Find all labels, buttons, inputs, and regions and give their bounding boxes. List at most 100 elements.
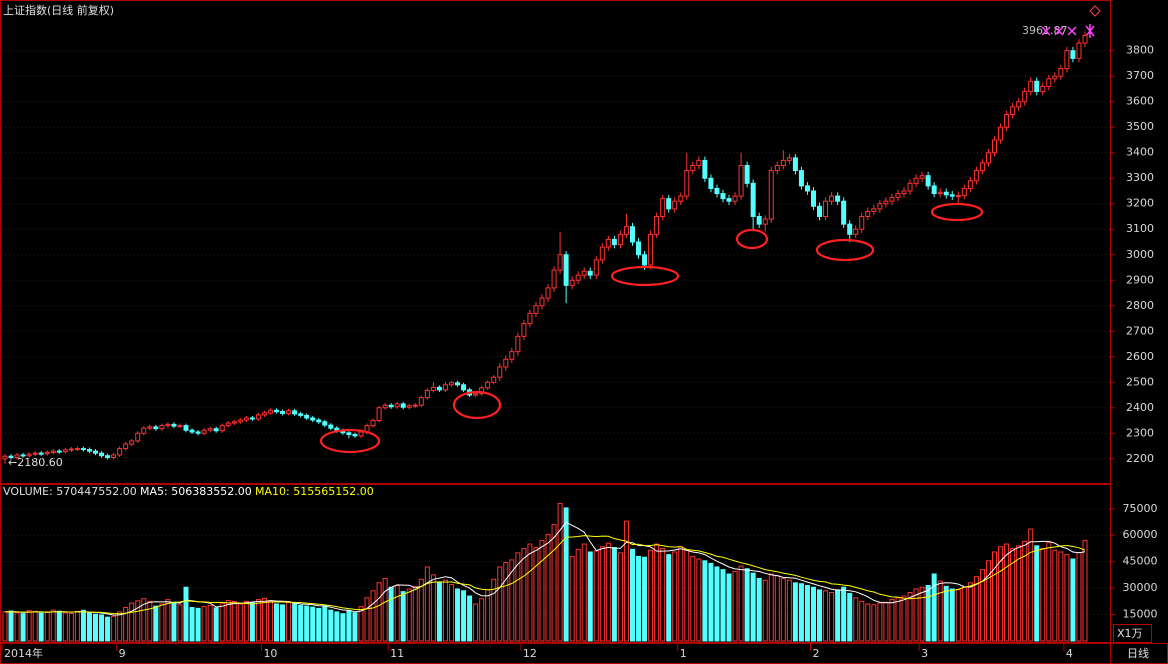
volume-bar: [925, 584, 931, 642]
volume-bar: [569, 555, 575, 642]
volume-bar: [798, 583, 804, 642]
candle-body: [479, 387, 485, 395]
candle-body: [304, 414, 310, 419]
volume-bar: [587, 551, 593, 642]
volume-bar: [907, 592, 913, 642]
x-tick-label: 4: [1066, 647, 1073, 660]
candle-body: [213, 428, 219, 432]
candle-body: [696, 159, 702, 166]
candle-body: [105, 455, 111, 458]
candle-body: [774, 164, 780, 172]
candle-body: [147, 426, 153, 429]
volume-bar: [195, 607, 201, 642]
y-tick-label: 3600: [1126, 95, 1154, 108]
volume-bar: [159, 603, 165, 642]
candle-body: [189, 429, 195, 433]
candle-body: [165, 423, 171, 427]
volume-bar: [32, 610, 38, 642]
volume-bar: [823, 590, 829, 642]
y-tick-label: 30000: [1123, 581, 1158, 594]
volume-bar: [563, 507, 569, 642]
candle-body: [901, 190, 907, 195]
volume-bar: [255, 599, 261, 642]
candle-body: [50, 450, 56, 453]
legend-ma5: MA5: 506383552.00: [140, 485, 252, 498]
volume-bar: [979, 569, 985, 642]
candle-body: [629, 226, 635, 243]
volume-bar: [153, 605, 159, 642]
candle-body: [358, 431, 364, 437]
volume-bar: [919, 586, 925, 642]
volume-bar: [726, 573, 732, 642]
volume-bar: [581, 543, 587, 642]
volume-bar: [871, 604, 877, 642]
candle-body: [473, 393, 479, 396]
volume-bar: [86, 611, 92, 642]
volume-bar: [672, 551, 678, 642]
volume-bar: [515, 552, 521, 642]
volume-bar: [274, 603, 280, 642]
candle-body: [280, 411, 286, 414]
candle-body: [654, 215, 660, 235]
candle-body: [346, 432, 352, 436]
y-tick-label: 3800: [1126, 44, 1154, 57]
candle-body: [859, 215, 865, 230]
volume-bar: [8, 610, 14, 642]
volume-bar: [147, 600, 153, 642]
candle-body: [702, 159, 708, 179]
candle-body: [93, 450, 99, 454]
volume-bar: [68, 613, 74, 642]
volume-bar: [249, 602, 255, 642]
volume-bar: [617, 552, 623, 642]
candle-body: [382, 404, 388, 409]
candle-body: [261, 412, 267, 416]
candle-body: [786, 157, 792, 161]
volume-bar: [660, 547, 666, 642]
candle-body: [726, 198, 732, 202]
volume-bar: [346, 610, 352, 642]
candle-body: [56, 450, 62, 453]
candle-body: [931, 185, 937, 195]
candle-body: [20, 454, 26, 457]
candle-body: [1022, 91, 1028, 103]
candle-body: [99, 452, 105, 457]
candle-body: [780, 159, 786, 166]
candle-body: [998, 126, 1004, 141]
y-tick-label: 15000: [1123, 608, 1158, 621]
candle-body: [14, 454, 20, 458]
candle-body: [660, 198, 666, 217]
candle-body: [243, 417, 249, 421]
volume-bar: [123, 607, 129, 642]
volume-bar: [461, 590, 467, 642]
volume-bar: [666, 554, 672, 642]
volume-bar: [943, 585, 949, 642]
candle-body: [937, 191, 943, 195]
candle-body: [714, 187, 720, 195]
candle-body: [690, 164, 696, 172]
candle-body: [129, 440, 135, 445]
candle-body: [756, 215, 762, 225]
x-tick-label: 1: [680, 647, 687, 660]
volume-bar: [756, 577, 762, 642]
volume-bar: [696, 558, 702, 642]
candle-body: [973, 170, 979, 182]
candle-body: [744, 164, 750, 184]
candle-body: [394, 403, 400, 408]
volume-bar: [937, 580, 943, 642]
volume-bar: [388, 586, 394, 642]
candle-body: [255, 414, 261, 420]
candle-body: [804, 185, 810, 192]
volume-bar: [533, 547, 539, 642]
volume-bar: [605, 542, 611, 642]
volume-bar: [141, 598, 147, 642]
candle-body: [823, 200, 829, 217]
volume-bar: [623, 520, 629, 642]
volume-bar: [340, 613, 346, 642]
candle-body: [86, 449, 92, 452]
candle-body: [545, 287, 551, 299]
volume-bar: [225, 599, 231, 642]
candle-body: [400, 403, 406, 408]
volume-bar: [1070, 558, 1076, 642]
candle-body: [847, 223, 853, 235]
